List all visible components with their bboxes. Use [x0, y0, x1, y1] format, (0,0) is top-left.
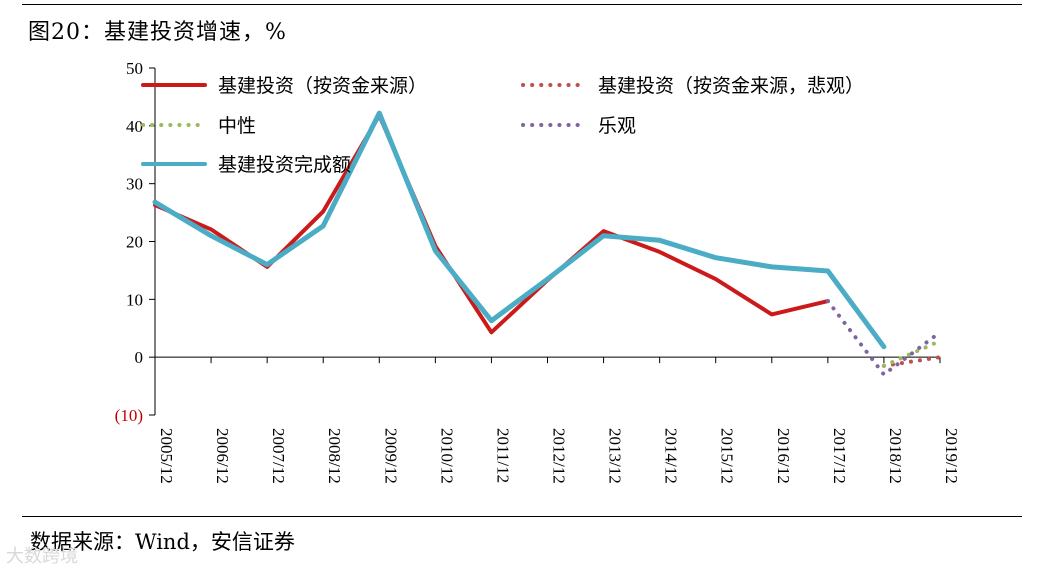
x-tick-label: 2015/12 — [718, 428, 737, 484]
top-rule — [22, 4, 1022, 5]
x-tick-label: 2018/12 — [886, 428, 905, 484]
series-line-4 — [152, 110, 887, 350]
series-line-1 — [881, 355, 942, 368]
y-tick-label: 40 — [126, 117, 143, 136]
x-tick-label: 2017/12 — [830, 428, 849, 484]
x-tick-label: 2011/12 — [493, 428, 512, 483]
x-tick-label: 2014/12 — [662, 428, 681, 484]
series-line-2 — [881, 339, 942, 368]
x-tick-label: 2016/12 — [774, 428, 793, 484]
source-note: 数据来源：Wind，安信证券 — [30, 530, 295, 554]
series-line-3 — [825, 299, 942, 377]
x-tick-label: 2013/12 — [606, 428, 625, 484]
y-tick-label: (10) — [115, 406, 143, 425]
series-lines — [152, 110, 942, 377]
y-tick-label: 20 — [126, 233, 143, 252]
legend-label-2: 中性 — [218, 115, 256, 137]
x-tick-label: 2012/12 — [550, 428, 569, 484]
y-tick-label: 10 — [126, 290, 143, 309]
x-tick-label: 2009/12 — [381, 428, 400, 484]
bottom-rule — [22, 516, 1022, 517]
x-axis-ticks: 2005/12 2006/12 2007/12 2008/12 2009/12 2010/… — [154, 357, 961, 484]
x-tick-label: 2007/12 — [269, 428, 288, 484]
y-axis-ticks: 50 40 30 20 10 0 (10) — [115, 59, 155, 425]
legend-label-4: 基建投资完成额 — [218, 154, 351, 176]
x-tick-label: 2008/12 — [325, 428, 344, 484]
x-tick-label: 2006/12 — [213, 428, 232, 484]
legend-label-1: 基建投资（按资金来源，悲观） — [598, 75, 864, 97]
y-tick-label: 50 — [126, 59, 143, 78]
y-tick-label: 0 — [135, 348, 144, 367]
y-tick-label: 30 — [126, 175, 143, 194]
chart-title: 图20：基建投资增速，% — [28, 20, 287, 45]
series-line-0 — [153, 113, 830, 335]
x-tick-label: 2005/12 — [157, 428, 176, 484]
legend-label-0: 基建投资（按资金来源） — [218, 75, 427, 97]
x-tick-label: 2019/12 — [942, 428, 961, 484]
x-tick-label: 2010/12 — [437, 428, 456, 484]
watermark: 大数跨境 — [6, 546, 78, 567]
legend-label-3: 乐观 — [598, 115, 636, 137]
